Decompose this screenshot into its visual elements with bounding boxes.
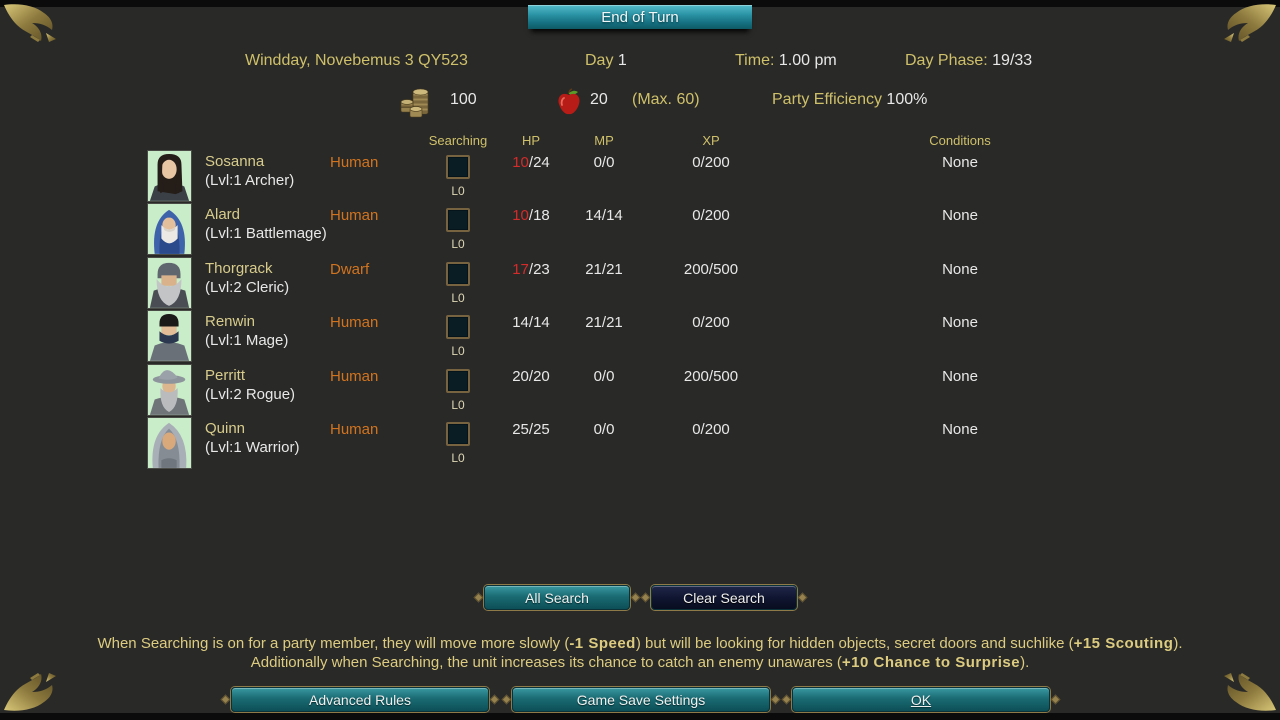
game-save-settings-button[interactable]: Game Save Settings xyxy=(512,687,770,712)
party-member-row: Thorgrack (Lvl:2 Cleric) Dwarf L0 17/23 … xyxy=(0,256,1280,310)
member-race: Human xyxy=(330,420,379,438)
hp-value: 10/24 xyxy=(512,154,550,171)
hp-value: 25/25 xyxy=(512,420,550,438)
col-header-searching: Searching xyxy=(428,133,488,148)
member-race: Human xyxy=(330,207,379,225)
searching-checkbox[interactable] xyxy=(446,421,470,446)
searching-info: When Searching is on for a party member,… xyxy=(97,635,1183,671)
banner-title: End of Turn xyxy=(601,8,679,26)
apple-icon xyxy=(558,88,580,115)
ok-button[interactable]: OK xyxy=(792,687,1050,712)
searching-checkbox[interactable] xyxy=(446,315,470,340)
member-level-class: (Lvl:1 Mage) xyxy=(205,332,289,350)
member-race: Dwarf xyxy=(330,260,370,278)
hp-value: 14/14 xyxy=(512,314,550,332)
day-counter: Day 1 xyxy=(585,52,627,69)
party-member-row: Sosanna (Lvl:1 Archer) Human L0 10/24 0/… xyxy=(0,150,1280,203)
party-member-row: Quinn (Lvl:1 Warrior) Human L0 25/25 0/0… xyxy=(0,416,1280,470)
col-header-conditions: Conditions xyxy=(929,133,991,148)
conditions-value: None xyxy=(942,314,978,332)
member-level-class: (Lvl:2 Rogue) xyxy=(205,385,296,403)
member-race: Human xyxy=(330,367,379,385)
searching-checkbox[interactable] xyxy=(446,261,470,286)
member-name: Alard xyxy=(205,206,241,224)
party-member-row: Renwin (Lvl:1 Mage) Human L0 14/14 21/21… xyxy=(0,310,1280,363)
search-level-label: L0 xyxy=(451,184,465,198)
portrait-sosanna xyxy=(147,150,192,202)
portrait-quinn xyxy=(147,416,192,469)
searching-checkbox[interactable] xyxy=(446,208,470,233)
mp-value: 21/21 xyxy=(585,314,623,332)
gold-flourish-icon xyxy=(1212,3,1278,53)
member-level-class: (Lvl:1 Warrior) xyxy=(205,438,300,456)
member-race: Human xyxy=(330,314,379,332)
xp-value: 0/200 xyxy=(692,207,730,225)
searching-checkbox[interactable] xyxy=(446,155,470,179)
col-header-mp: MP xyxy=(594,133,614,148)
time-display: Time: 1.00 pm xyxy=(735,52,837,69)
hp-value: 20/20 xyxy=(512,367,550,385)
col-header-xp: XP xyxy=(702,133,720,148)
search-level-label: L0 xyxy=(451,397,465,412)
mp-value: 0/0 xyxy=(593,420,615,438)
member-name: Sosanna xyxy=(205,153,265,170)
mp-value: 0/0 xyxy=(593,154,615,171)
xp-value: 200/500 xyxy=(683,260,739,278)
gold-amount: 100 xyxy=(450,91,477,108)
clear-search-button[interactable]: Clear Search xyxy=(651,585,797,610)
conditions-value: None xyxy=(942,420,978,438)
coin-stack-icon xyxy=(400,88,429,118)
day-phase-display: Day Phase: 19/33 xyxy=(905,52,1033,69)
portrait-thorgrack xyxy=(147,256,192,309)
party-efficiency: Party Efficiency 100% xyxy=(772,91,928,108)
gold-flourish-icon xyxy=(2,3,68,53)
xp-value: 0/200 xyxy=(692,314,730,332)
member-name: Perritt xyxy=(205,366,246,384)
advanced-rules-button[interactable]: Advanced Rules xyxy=(231,687,489,712)
food-amount: 20 xyxy=(590,91,608,108)
conditions-value: None xyxy=(942,260,978,278)
xp-value: 200/500 xyxy=(683,367,739,385)
search-level-label: L0 xyxy=(451,450,465,465)
end-of-turn-banner: End of Turn xyxy=(528,5,752,29)
conditions-value: None xyxy=(942,367,978,385)
member-name: Thorgrack xyxy=(205,259,273,277)
party-member-row: Alard (Lvl:1 Battlemage) Human L0 10/18 … xyxy=(0,203,1280,256)
col-header-hp: HP xyxy=(521,133,541,148)
top-edge-strip xyxy=(0,0,1280,7)
member-level-class: (Lvl:1 Archer) xyxy=(205,172,295,189)
conditions-value: None xyxy=(942,154,978,171)
member-name: Renwin xyxy=(205,313,256,331)
mp-value: 14/14 xyxy=(585,207,623,225)
member-name: Quinn xyxy=(205,419,246,437)
searching-checkbox[interactable] xyxy=(446,368,470,393)
portrait-perritt xyxy=(147,363,192,416)
member-race: Human xyxy=(330,154,379,171)
all-search-button[interactable]: All Search xyxy=(484,585,630,610)
hp-value: 10/18 xyxy=(512,207,550,225)
party-member-row: Perritt (Lvl:2 Rogue) Human L0 20/20 0/0… xyxy=(0,363,1280,417)
bottom-edge-strip xyxy=(0,713,1280,720)
hp-value: 17/23 xyxy=(512,260,550,278)
date-text: Windday, Novebemus 3 QY523 xyxy=(245,52,468,69)
search-level-label: L0 xyxy=(451,290,465,305)
conditions-value: None xyxy=(942,207,978,225)
mp-value: 21/21 xyxy=(585,260,623,278)
xp-value: 0/200 xyxy=(692,420,730,438)
portrait-alard xyxy=(147,203,192,256)
member-level-class: (Lvl:1 Battlemage) xyxy=(205,225,327,243)
party-table-rows: Sosanna (Lvl:1 Archer) Human L0 10/24 0/… xyxy=(0,150,1280,470)
search-level-label: L0 xyxy=(451,344,465,359)
mp-value: 0/0 xyxy=(593,367,615,385)
member-level-class: (Lvl:2 Cleric) xyxy=(205,278,290,296)
portrait-renwin xyxy=(147,310,192,363)
xp-value: 0/200 xyxy=(692,154,730,171)
food-max: (Max. 60) xyxy=(632,91,700,108)
search-level-label: L0 xyxy=(451,237,465,252)
